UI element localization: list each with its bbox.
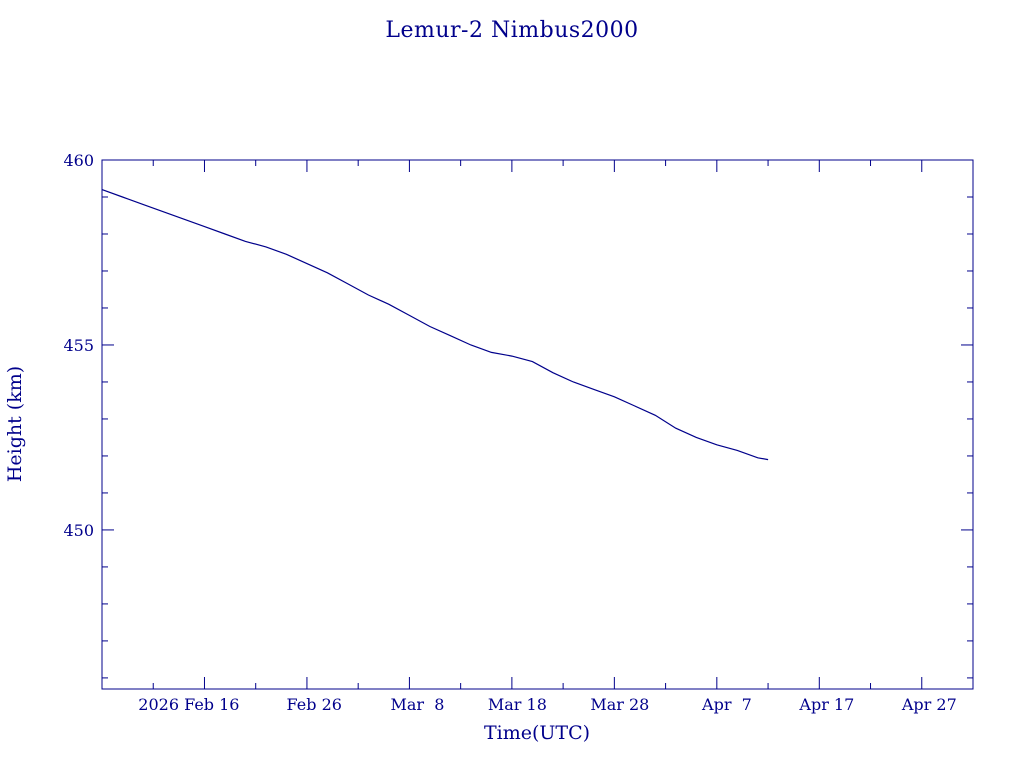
- chart-title: Lemur-2 Nimbus2000: [385, 18, 638, 43]
- x-tick-label: Apr 27: [901, 695, 957, 714]
- y-axis-ticks: [102, 159, 973, 679]
- x-axis-tick-labels: 2026 Feb 16 Feb 26 Mar 8 Mar 18 Mar 28 Apr 7 A…: [138, 695, 956, 714]
- y-tick-label: 460: [63, 151, 94, 170]
- y-tick-label: 450: [63, 521, 94, 540]
- y-tick-label: 455: [63, 336, 94, 355]
- height-series-line: [101, 189, 769, 461]
- plot-frame: [101, 159, 974, 690]
- x-axis-label: Time(UTC): [484, 722, 590, 744]
- x-tick-label: Mar 8: [390, 695, 444, 714]
- x-tick-label: Mar 18: [488, 695, 547, 714]
- x-axis-ticks: [101, 160, 974, 689]
- y-axis-tick-labels: 450 455 460: [63, 151, 94, 540]
- x-tick-label: Mar 28: [590, 695, 649, 714]
- x-tick-label: Apr 7: [701, 695, 752, 714]
- y-axis-label: Height (km): [4, 366, 26, 482]
- x-tick-label: Apr 17: [798, 695, 854, 714]
- x-tick-label: 2026 Feb 16: [138, 695, 239, 714]
- x-tick-label: Feb 26: [287, 695, 342, 714]
- series-layer: [101, 189, 769, 461]
